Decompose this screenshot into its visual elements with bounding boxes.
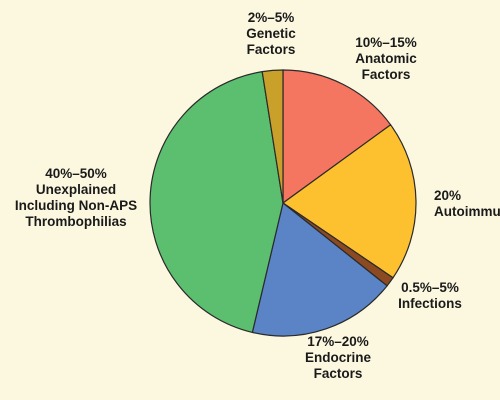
slice-label-line: 20% <box>434 188 461 203</box>
slice-label-line: Factors <box>247 42 296 57</box>
slice-label-line: Factors <box>362 67 411 82</box>
slice-label-line: Autoimmune <box>434 204 500 219</box>
slice-label-anatomic: 10%–15% Anatomic Factors <box>355 35 417 82</box>
slice-label-line: Thrombophilias <box>25 214 126 229</box>
slice-label-line: 40%–50% <box>45 166 107 181</box>
slice-label-endocrine: 17%–20% Endocrine Factors <box>305 334 372 381</box>
slice-label-line: Including Non-APS <box>15 198 137 213</box>
pie-labels: 10%–15%AnatomicFactors20%Autoimmune0.5%–… <box>15 10 500 381</box>
slice-label-unexplained: 40%–50% Unexplained Including Non-APS Throm… <box>15 166 137 229</box>
slice-label-line: 10%–15% <box>355 35 417 50</box>
pie-slice-anatomic <box>282 69 392 205</box>
slice-label-genetic: 2%–5% Genetic Factors <box>246 10 296 57</box>
slice-label-line: Genetic <box>246 26 296 41</box>
slice-label-line: Infections <box>398 296 462 311</box>
slice-label-autoimmune: 20%Autoimmune <box>434 188 500 219</box>
pie-slice-genetic <box>261 69 284 204</box>
pie-slice-autoimmune <box>281 123 417 279</box>
pie-slice-endocrine <box>251 201 388 337</box>
slice-label-line: Anatomic <box>355 51 417 66</box>
slice-label-infections: 0.5%–5% Infections <box>398 280 462 311</box>
slice-label-line: Unexplained <box>36 182 116 197</box>
slice-label-line: 2%–5% <box>248 10 295 25</box>
slice-label-line: Endocrine <box>305 350 372 365</box>
pie-slice-unexplained <box>149 70 284 334</box>
pie-slices <box>149 69 417 337</box>
slice-label-line: 0.5%–5% <box>401 280 459 295</box>
slice-label-line: Factors <box>314 366 363 381</box>
slice-label-line: 17%–20% <box>307 334 369 349</box>
